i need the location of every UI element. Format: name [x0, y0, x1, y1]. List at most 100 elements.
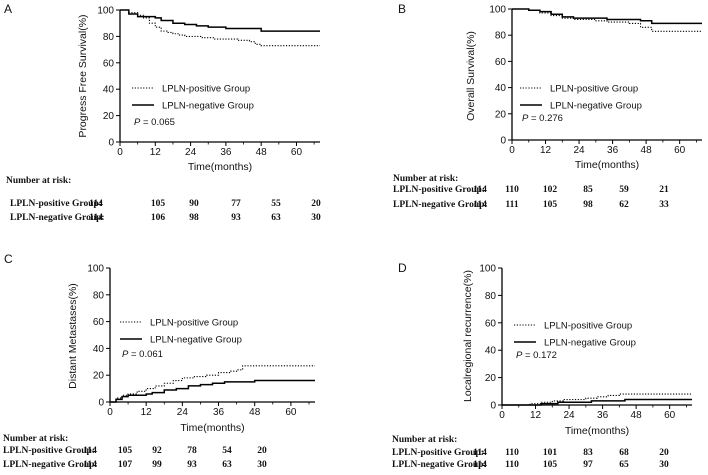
panel-d-legend-label: LPLN-positive Group: [544, 321, 632, 332]
panel-b-risk-row-label: LPLN-positive Group:: [393, 185, 485, 195]
panel-b-letter: B: [398, 2, 406, 16]
panel-c-x-tick-label: 12: [141, 407, 153, 418]
panel-b-series-positive-line: [512, 8, 702, 32]
panel-d-risk-row-label: LPLN-positive Group:: [392, 448, 484, 458]
panel-c-risk-value: 92: [152, 446, 162, 456]
panel-a-y-tick-label: 80: [103, 32, 115, 43]
panel-d-y-tick-label: 60: [485, 318, 497, 329]
panel-b-risk-value: 98: [583, 200, 593, 210]
panel-d-p-value: P = 0.172: [516, 350, 557, 361]
panel-a-legend-label: LPLN-negative Group: [162, 101, 254, 112]
panel-d-legend-label: LPLN-negative Group: [544, 338, 636, 349]
panel-a-series-positive-line: [120, 9, 320, 47]
panel-b-x-tick-label: 48: [641, 145, 653, 156]
panel-b-series-negative-line: [512, 8, 702, 25]
panel-a-risk-row-label: LPLN-negative Group:: [10, 213, 105, 223]
panel-d-x-tick-label: 48: [631, 410, 643, 421]
panel-c-risk-value: 114: [83, 460, 97, 470]
panel-c-legend-label: LPLN-negative Group: [150, 335, 242, 346]
panel-a-y-tick-label: 20: [103, 111, 115, 122]
panel-b-risk-value: 111: [505, 200, 518, 210]
panel-a-risk-value: 20: [311, 199, 321, 209]
panel-b-x-tick-label: 0: [509, 145, 515, 156]
panel-d-risk-value: 20: [659, 448, 669, 458]
panel-b-risk-value: 114: [473, 200, 487, 210]
panel-d-risk-value: 105: [543, 460, 558, 470]
panel-c-series-negative-line: [110, 379, 315, 403]
panel-c-p-value: P = 0.061: [122, 349, 163, 360]
panel-d-risk-value: 68: [619, 448, 629, 458]
panel-d-y-tick-label: 80: [485, 291, 497, 302]
panel-a-series-negative-line: [120, 9, 320, 32]
panel-c-risk-title: Number at risk:: [3, 434, 68, 444]
panel-b-risk-value: 102: [543, 185, 558, 195]
panel-c-risk-value: 54: [222, 446, 232, 456]
panel-d-risk-value: 114: [473, 460, 487, 470]
panel-c-risk-value: 78: [187, 446, 197, 456]
panel-c-risk-value: 63: [222, 460, 232, 470]
panel-a-risk-value: 55: [271, 199, 281, 209]
panel-b-risk-value: 33: [659, 200, 669, 210]
panel-b-p-value: P = 0.276: [522, 113, 563, 124]
panel-c-risk-value: 99: [152, 460, 162, 470]
panel-d-y-tick-label: 20: [485, 373, 497, 384]
panel-c-y-tick-label: 100: [87, 264, 104, 275]
panel-a-risk-value: 90: [189, 199, 199, 209]
panel-a-y-axis-label: Progress Free Survival(%): [77, 14, 89, 137]
panel-b-x-tick-label: 60: [674, 145, 686, 156]
panel-c-risk-value: 107: [118, 460, 133, 470]
panel-b-risk-value: 110: [505, 185, 519, 195]
panel-c-risk-value: 30: [257, 460, 267, 470]
panel-c-risk-value: 114: [83, 446, 97, 456]
panel-a-x-tick-label: 12: [150, 147, 162, 158]
panel-a-risk-value: 77: [231, 199, 241, 209]
panel-a-y-tick-label: 0: [108, 138, 114, 149]
panel-d-risk-value: 97: [583, 460, 593, 470]
panel-d-y-tick-label: 0: [490, 401, 496, 412]
panel-b-x-tick-label: 12: [540, 145, 552, 156]
panel-b-y-tick-label: 20: [495, 109, 507, 120]
panel-a-risk-value: 30: [311, 213, 321, 223]
panel-b-x-axis-label: Time(months): [575, 159, 639, 171]
panel-b-risk-value: 85: [583, 185, 593, 195]
panel-d-risk-value: 30: [659, 460, 669, 470]
panel-a-risk-value: 105: [151, 199, 166, 209]
panel-a-y-tick-label: 60: [103, 58, 115, 69]
panel-c-risk-row-label: LPLN-negative Group:: [3, 460, 98, 470]
panel-c-risk-value: 93: [187, 460, 197, 470]
panel-a-risk-value: 93: [231, 213, 241, 223]
panel-d-y-axis-label: Localregional recurrence(%): [462, 270, 474, 402]
panel-b-legend-label: LPLN-negative Group: [550, 101, 642, 112]
panel-a-x-tick-label: 36: [220, 147, 232, 158]
panel-a-x-tick-label: 60: [291, 147, 303, 158]
panel-b-y-axis-label: Overall Survival(%): [465, 31, 477, 121]
panel-d-risk-value: 114: [473, 448, 487, 458]
panel-d-x-axis-label: Time(months): [565, 425, 629, 437]
panel-c-legend-label: LPLN-positive Group: [150, 318, 238, 329]
panel-a-risk-value: 114: [89, 199, 103, 209]
panel-b-y-tick-label: 60: [495, 57, 507, 68]
panel-d-risk-value: 110: [505, 460, 519, 470]
panel-a-risk-value: 98: [189, 213, 199, 223]
panel-c-y-tick-label: 40: [93, 344, 105, 355]
panel-b-risk-value: 62: [619, 200, 629, 210]
panel-b-risk-value: 21: [659, 185, 669, 195]
panel-d-risk-title: Number at risk:: [392, 435, 457, 445]
panel-d-risk-value: 83: [583, 448, 593, 458]
panel-b-y-tick-label: 80: [495, 31, 507, 42]
panel-d-risk-value: 65: [619, 460, 629, 470]
panel-d-x-tick-label: 60: [664, 410, 676, 421]
panel-a-legend-label: LPLN-positive Group: [162, 84, 250, 95]
panel-c-x-tick-label: 24: [177, 407, 189, 418]
panel-b-legend-label: LPLN-positive Group: [550, 84, 638, 95]
panel-a-risk-value: 63: [271, 213, 281, 223]
panel-c-y-tick-label: 0: [98, 398, 104, 409]
panel-c-x-tick-label: 36: [213, 407, 225, 418]
panel-b-risk-value: 105: [543, 200, 558, 210]
panel-b-risk-value: 114: [473, 185, 487, 195]
panel-c-letter: C: [4, 252, 13, 266]
panel-c-y-tick-label: 20: [93, 371, 105, 382]
panel-d-risk-value: 110: [505, 448, 519, 458]
panel-c-y-axis-label: Distant Metastases(%): [67, 283, 79, 389]
panel-c-risk-value: 20: [257, 446, 267, 456]
